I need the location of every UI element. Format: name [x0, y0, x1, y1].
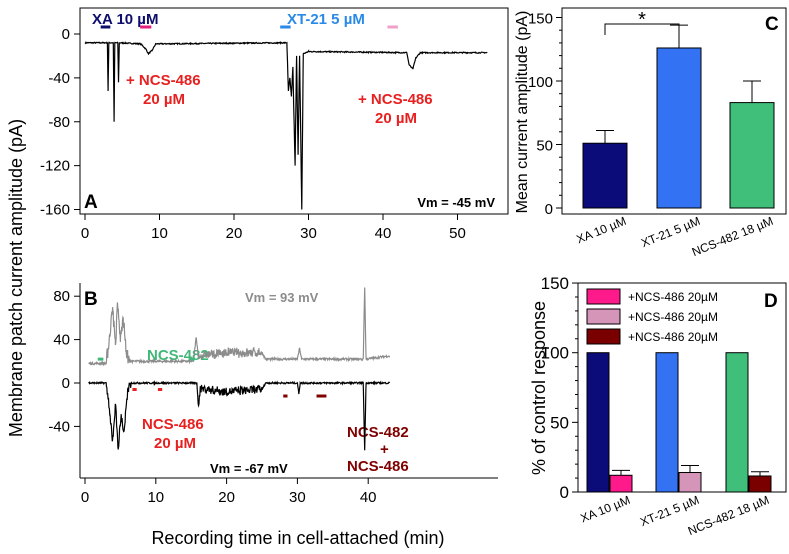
combo-label-2: + — [380, 441, 389, 458]
shared-x-axis-label: Recording time in cell-attached (min) — [151, 528, 444, 548]
ncs486-label-b1: NCS-486 — [142, 416, 204, 433]
legend-label: +NCS-486 20µM — [628, 290, 718, 304]
x-tick-label-a: 40 — [375, 225, 392, 242]
panel-c-frame — [561, 7, 787, 215]
legend-label: +NCS-486 20µM — [628, 310, 718, 324]
y-tick-label-b: 0 — [62, 375, 70, 392]
panel-a: A XA 10 µM XT-21 5 µM + NCS-486 20 µM + … — [40, 7, 509, 242]
x-tick-label-c: NCS-482 18 µM — [690, 214, 775, 259]
panel-a-label: A — [84, 192, 98, 213]
xt21-label: XT-21 5 µM — [287, 11, 365, 28]
y-tick-label: 50 — [550, 413, 569, 432]
ncs486-label-1b: 20 µM — [143, 91, 185, 108]
bar-d-2-1 — [748, 475, 772, 493]
bar-c-1 — [656, 47, 702, 209]
bar-d-1-0 — [655, 352, 679, 493]
ncs486-label-1a: + NCS-486 — [126, 72, 201, 89]
x-tick-label-a: 50 — [449, 225, 466, 242]
x-tick-label-a: 30 — [300, 225, 317, 242]
vm-bottom-label: Vm = -67 mV — [210, 461, 288, 476]
combo-label-1: NCS-482 — [347, 424, 409, 441]
panel-c-y-label: Mean current amplitude (pA) — [514, 11, 531, 214]
legend-swatch — [586, 328, 621, 345]
current-trace-b-1 — [88, 380, 390, 451]
panel-a-frame — [79, 7, 509, 215]
x-tick-label-a: 0 — [81, 225, 89, 242]
significance-bracket — [604, 23, 680, 35]
y-tick-label-a: -160 — [40, 202, 70, 219]
bar-d-0-0 — [586, 352, 610, 493]
ncs486-label-2a: + NCS-486 — [358, 91, 433, 108]
y-tick-label-a: -40 — [48, 70, 70, 87]
y-tick-label-b: 40 — [53, 332, 70, 349]
significance-star: * — [638, 9, 646, 31]
y-tick-label-a: -80 — [48, 114, 70, 131]
y-tick-label: 100 — [541, 344, 569, 363]
x-tick-label-b: 20 — [218, 489, 235, 506]
x-tick-label-c: XA 10 µM — [574, 214, 628, 247]
panel-b: B Vm = 93 mV Vm = -67 mV NCS-482 NCS-486… — [48, 283, 498, 506]
legend-swatch — [586, 288, 621, 305]
current-trace-a — [84, 40, 488, 210]
y-tick-label-a: 0 — [62, 26, 70, 43]
y-tick-label: 0 — [545, 201, 553, 218]
bar-c-0 — [582, 142, 628, 209]
x-tick-label-b: 0 — [81, 489, 89, 506]
vm-label-a: Vm = -45 mV — [417, 195, 495, 210]
panel-d-y-label: % of control response — [529, 301, 549, 475]
x-tick-label-a: 10 — [151, 225, 168, 242]
bar-d-1-1 — [678, 471, 702, 493]
shared-y-axis-label: Membrane patch current amplitude (pA) — [6, 119, 26, 437]
current-trace-b-0 — [88, 287, 390, 367]
x-tick-label-b: 10 — [147, 489, 164, 506]
panel-d-label: D — [764, 291, 778, 312]
y-tick-label-a: -120 — [40, 158, 70, 175]
xa-label: XA 10 µM — [92, 11, 158, 28]
legend-label: +NCS-486 20µM — [628, 330, 718, 344]
panel-d: D % of control response 0 50 100 150 XA 10 µ… — [529, 274, 787, 538]
y-tick-label: 150 — [528, 11, 553, 28]
x-tick-label-b: 30 — [289, 489, 306, 506]
y-tick-label-b: -40 — [48, 418, 70, 435]
x-tick-label-a: 20 — [226, 225, 243, 242]
x-tick-label-b: 40 — [360, 489, 377, 506]
y-tick-label: 0 — [560, 483, 569, 502]
bar-d-2-0 — [725, 352, 749, 493]
ncs486-label-b2: 20 µM — [154, 435, 196, 452]
panel-c: C Mean current amplitude (pA) 0 50 100 150 X… — [514, 7, 787, 259]
y-tick-label-b: 80 — [53, 288, 70, 305]
x-tick-label-d: XA 10 µM — [578, 493, 632, 526]
vm-top-label: Vm = 93 mV — [245, 290, 319, 305]
panel-b-label: B — [84, 289, 98, 310]
bar-d-0-1 — [609, 474, 633, 493]
combo-label-3: NCS-486 — [347, 458, 409, 475]
y-tick-label: 50 — [536, 138, 553, 155]
bar-c-2 — [729, 102, 775, 209]
panel-c-label: C — [765, 14, 779, 35]
y-tick-label: 100 — [528, 74, 553, 91]
y-tick-label: 150 — [541, 274, 569, 293]
legend-swatch — [586, 308, 621, 325]
ncs486-label-2b: 20 µM — [375, 110, 417, 127]
x-tick-label-d: NCS-482 18 µM — [686, 493, 771, 538]
